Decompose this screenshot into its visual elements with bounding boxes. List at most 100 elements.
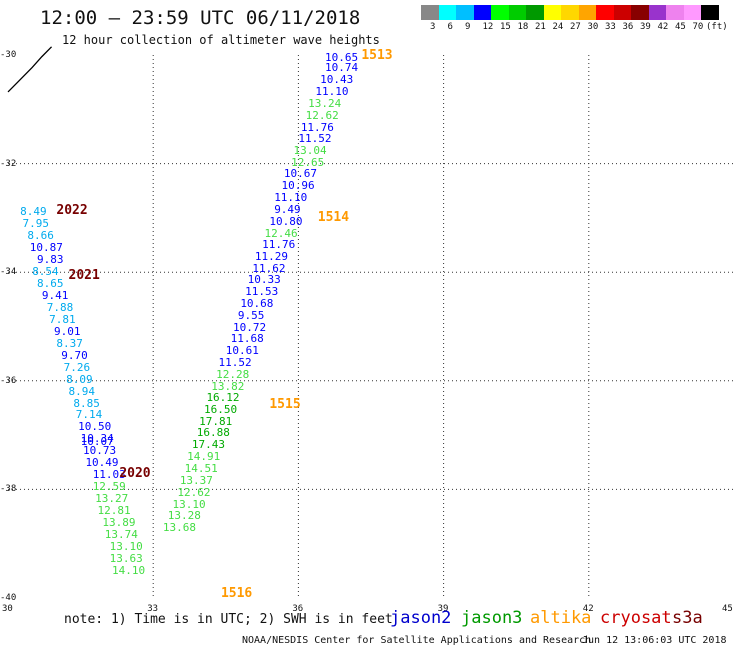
legend-label: 70 bbox=[692, 22, 704, 32]
wave-height-value: 13.37 bbox=[179, 473, 213, 487]
wave-height-value: 7.81 bbox=[49, 312, 76, 326]
wave-height-value: 8.49 bbox=[20, 205, 47, 219]
wave-height-value: 14.91 bbox=[187, 450, 221, 464]
wave-height-value: 17.43 bbox=[191, 438, 226, 452]
wave-height-value: 14.10 bbox=[112, 563, 146, 577]
pass-number-label: 2020 bbox=[119, 466, 151, 482]
wave-height-value: 8.85 bbox=[73, 396, 100, 410]
wave-height-value: 13.63 bbox=[109, 551, 143, 565]
legend-label: 39 bbox=[640, 22, 651, 32]
pass-number-label: 1513 bbox=[361, 48, 393, 63]
wave-height-value: 10.67 bbox=[283, 167, 317, 181]
update-timestamp: Jun 12 13:06:03 UTC 2018 bbox=[582, 635, 727, 646]
coastline bbox=[7, 46, 53, 93]
wave-height-value: 13.68 bbox=[162, 520, 196, 534]
lon-tick-label: 36 bbox=[292, 604, 304, 614]
lat-tick-label: -30 bbox=[0, 50, 17, 60]
legend-label: 42 bbox=[657, 22, 669, 32]
legend-swatch bbox=[701, 5, 719, 20]
wave-height-value: 7.95 bbox=[22, 217, 50, 231]
credit-text: NOAA/NESDIS Center for Satellite Applica… bbox=[242, 635, 592, 646]
wave-height-value: 11.53 bbox=[245, 285, 279, 299]
legend-swatch bbox=[421, 5, 439, 20]
wave-height-value: 12.59 bbox=[92, 480, 126, 494]
legend-label: 27 bbox=[570, 22, 581, 32]
legend-label: 15 bbox=[500, 22, 511, 32]
wave-height-value: 13.27 bbox=[95, 492, 129, 506]
wave-height-value: 7.14 bbox=[75, 408, 103, 422]
lat-tick-label: -36 bbox=[0, 375, 17, 386]
wave-height-value: 8.54 bbox=[32, 265, 59, 279]
wave-height-value: 10.50 bbox=[78, 420, 112, 434]
wave-height-value: 10.34 bbox=[80, 432, 114, 446]
lat-tick-label: -32 bbox=[0, 158, 17, 169]
pass-number-label: 2022 bbox=[56, 202, 88, 218]
wave-height-value: 9.49 bbox=[274, 203, 301, 217]
wave-height-value: 11.10 bbox=[274, 191, 308, 205]
wave-height-value: 10.49 bbox=[85, 456, 119, 470]
pass-number-label: 1514 bbox=[317, 209, 350, 225]
wave-height-value: 9.41 bbox=[41, 289, 69, 302]
wave-height-value: 10.33 bbox=[247, 273, 281, 287]
wave-height-value: 9.83 bbox=[37, 253, 64, 267]
wave-height-value: 8.94 bbox=[68, 384, 96, 398]
legend-swatch bbox=[596, 5, 614, 20]
footer-note: note: 1) Time is in UTC; 2) SWH is in fe… bbox=[64, 612, 393, 627]
lat-lon-grid bbox=[8, 55, 734, 598]
wave-height-value: 12.62 bbox=[177, 485, 211, 499]
legend-swatch bbox=[473, 5, 491, 20]
satellite-name-jason3: jason3 bbox=[461, 608, 523, 628]
lat-tick-label: -38 bbox=[0, 484, 17, 495]
legend-label: 3 bbox=[430, 22, 436, 32]
wave-height-value: 11.52 bbox=[218, 355, 252, 369]
wave-height-value: 7.88 bbox=[46, 300, 74, 314]
legend-swatch bbox=[438, 5, 456, 20]
wave-height-value: 9.70 bbox=[61, 348, 88, 362]
color-scale-legend bbox=[421, 5, 719, 20]
page-title: 12:00 – 23:59 UTC 06/11/2018 bbox=[40, 7, 361, 29]
lon-tick-label: 30 bbox=[2, 604, 13, 614]
legend-label: 45 bbox=[675, 22, 686, 32]
legend-swatch bbox=[526, 5, 544, 20]
wave-height-value: 11.03 bbox=[92, 468, 126, 482]
wave-height-value: 12.46 bbox=[264, 226, 298, 240]
wave-height-value: 10.80 bbox=[269, 214, 303, 228]
wave-height-value: 9.01 bbox=[53, 324, 81, 338]
legend-swatch bbox=[683, 5, 701, 20]
pass-number-label: 1516 bbox=[220, 585, 253, 601]
legend-swatch bbox=[508, 5, 526, 20]
wave-height-value: 13.10 bbox=[172, 497, 206, 511]
wave-height-value: 16.50 bbox=[204, 403, 238, 417]
wave-height-value: 14.51 bbox=[184, 461, 218, 475]
wave-height-value: 13.24 bbox=[308, 96, 342, 110]
satellite-name-altika: altika bbox=[530, 608, 592, 628]
lon-tick-label: 33 bbox=[147, 604, 159, 614]
legend-label: 30 bbox=[587, 22, 599, 32]
legend-swatch bbox=[648, 5, 666, 20]
wave-height-value: 12.65 bbox=[291, 155, 325, 169]
wave-height-value: 8.37 bbox=[56, 336, 83, 350]
legend-swatch bbox=[543, 5, 561, 20]
legend-swatch bbox=[491, 5, 509, 20]
wave-height-value: 11.76 bbox=[300, 120, 334, 134]
wave-height-value: 13.10 bbox=[109, 539, 143, 553]
legend-label: 24 bbox=[552, 22, 564, 32]
wave-height-value: 11.29 bbox=[254, 249, 288, 263]
wave-height-value: 10.65 bbox=[325, 50, 359, 64]
wave-height-value: 10.07 bbox=[80, 434, 114, 448]
lon-tick-label: 45 bbox=[722, 604, 733, 614]
lat-tick-label: -34 bbox=[0, 267, 17, 278]
wave-height-value: 8.65 bbox=[37, 277, 64, 291]
wave-height-value: 10.74 bbox=[325, 61, 359, 75]
legend-swatch bbox=[666, 5, 684, 20]
wave-height-value: 16.88 bbox=[196, 426, 230, 440]
page-subtitle: 12 hour collection of altimeter wave hei… bbox=[62, 33, 380, 47]
wave-height-value: 11.68 bbox=[230, 332, 264, 346]
wave-height-value: 8.66 bbox=[27, 229, 54, 243]
legend-label: (ft) bbox=[706, 22, 728, 32]
wave-height-value: 12.28 bbox=[216, 367, 250, 381]
legend-swatch bbox=[613, 5, 631, 20]
legend-label: 36 bbox=[622, 22, 634, 32]
wave-height-value: 10.87 bbox=[29, 241, 63, 255]
